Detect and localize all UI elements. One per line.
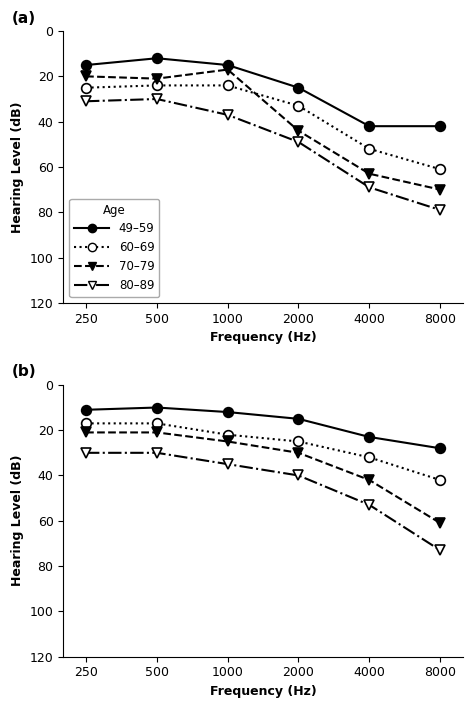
Legend: 49–59, 60–69, 70–79, 80–89: 49–59, 60–69, 70–79, 80–89 [69, 199, 159, 297]
Y-axis label: Hearing Level (dB): Hearing Level (dB) [11, 455, 24, 586]
Y-axis label: Hearing Level (dB): Hearing Level (dB) [11, 101, 24, 233]
Text: (b): (b) [11, 364, 36, 379]
Text: (a): (a) [11, 11, 36, 26]
X-axis label: Frequency (Hz): Frequency (Hz) [210, 685, 317, 698]
X-axis label: Frequency (Hz): Frequency (Hz) [210, 331, 317, 344]
